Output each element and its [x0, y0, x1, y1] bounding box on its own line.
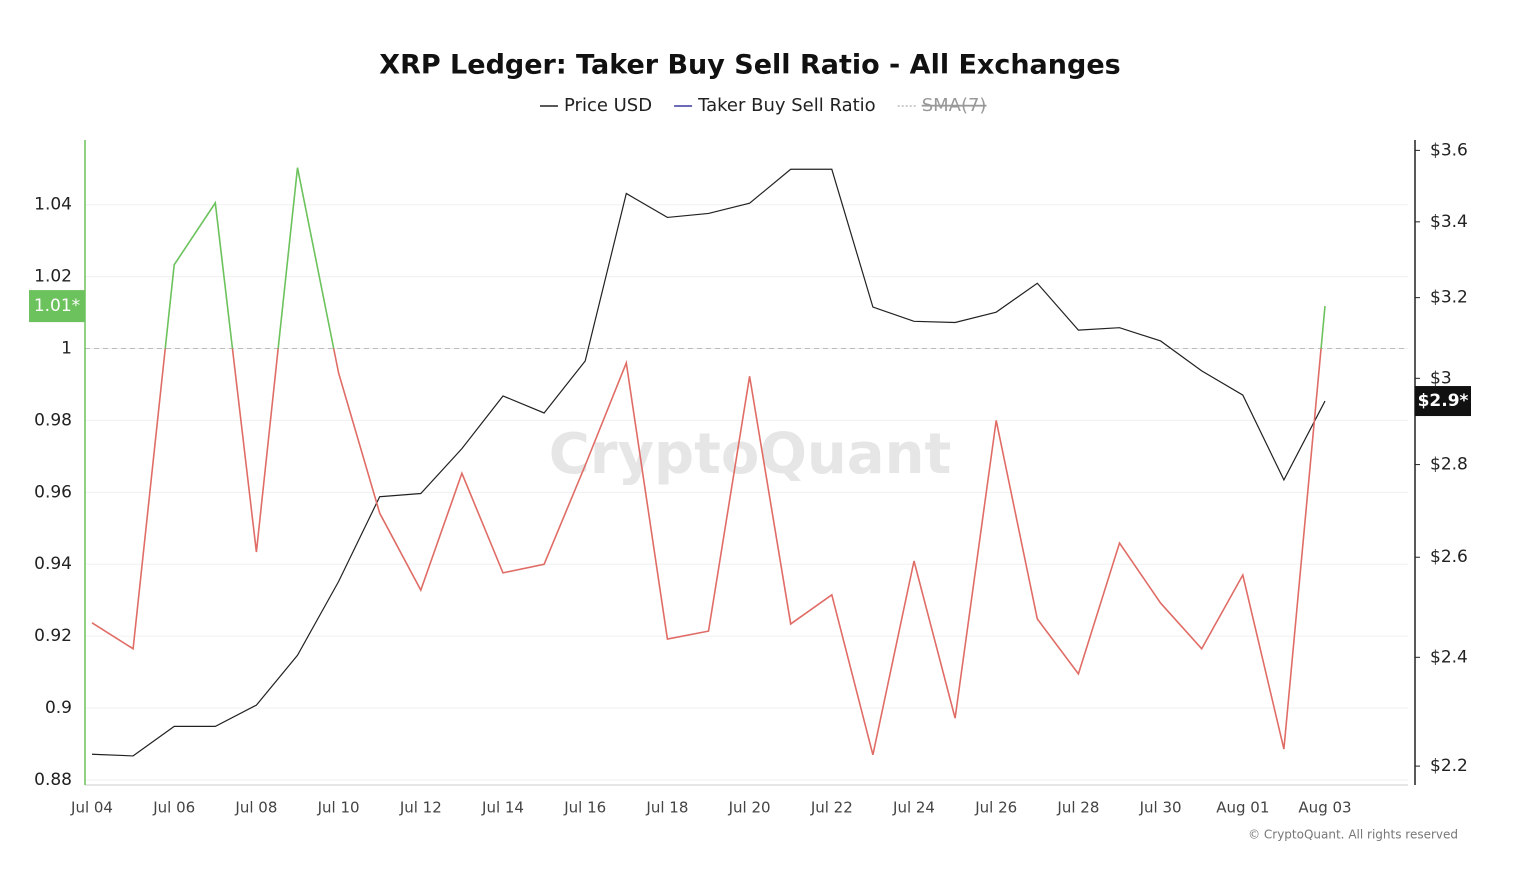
value-badge	[1415, 386, 1471, 417]
y2-tick-label: $2.2	[1430, 756, 1468, 776]
legend-label: Taker Buy Sell Ratio	[697, 95, 876, 116]
y-tick-label: 1.04	[34, 195, 72, 215]
y-tick-label: 0.88	[34, 770, 72, 790]
x-tick-label: Jul 10	[317, 799, 360, 817]
y2-tick-label: $3.2	[1430, 288, 1468, 308]
legend-item[interactable]: Taker Buy Sell Ratio	[674, 95, 876, 116]
y-tick-label: 0.96	[34, 482, 72, 502]
y2-tick-label: $3.4	[1430, 212, 1468, 232]
x-tick-label: Jul 28	[1056, 799, 1099, 817]
y-tick-label: 0.98	[34, 410, 72, 430]
footer: © CryptoQuant. All rights reserved	[1248, 828, 1458, 842]
y-tick-label: 0.92	[34, 626, 72, 646]
x-tick-label: Jul 04	[70, 799, 113, 817]
y-tick-label: 1.02	[34, 267, 72, 287]
x-tick-label: Jul 30	[1139, 799, 1182, 817]
x-tick-label: Aug 03	[1298, 799, 1351, 817]
x-tick-label: Jul 18	[645, 799, 688, 817]
x-tick-label: Jul 08	[234, 799, 277, 817]
y2-tick-label: $2.4	[1430, 647, 1468, 667]
legend-label: Price USD	[564, 95, 652, 116]
x-tick-label: Jul 22	[810, 799, 853, 817]
legend-item[interactable]: SMA(7)	[897, 95, 987, 116]
x-tick-label: Jul 20	[728, 799, 771, 817]
chart-title: XRP Ledger: Taker Buy Sell Ratio - All E…	[379, 50, 1120, 81]
x-tick-label: Jul 06	[152, 799, 195, 817]
x-tick-label: Jul 26	[974, 799, 1017, 817]
legend-item[interactable]: Price USD	[540, 95, 652, 116]
y2-tick-label: $3	[1430, 368, 1452, 388]
x-tick-label: Aug 01	[1216, 799, 1269, 817]
x-tick-label: Jul 12	[399, 799, 442, 817]
y-tick-label: 0.9	[45, 698, 72, 718]
y-tick-label: 1	[61, 339, 72, 359]
x-tick-label: Jul 24	[892, 799, 935, 817]
x-tick-label: Jul 14	[481, 799, 524, 817]
y2-tick-label: $3.6	[1430, 140, 1468, 160]
series-line	[91, 167, 1326, 755]
value-label: 1.01*	[34, 296, 80, 316]
y-tick-label: 0.94	[34, 554, 72, 574]
y2-tick-label: $2.6	[1430, 547, 1468, 567]
watermark: CryptoQuant	[549, 422, 951, 487]
y2-tick-label: $2.8	[1430, 455, 1468, 475]
series-line	[91, 168, 1326, 757]
x-tick-label: Jul 16	[563, 799, 606, 817]
value-badge	[29, 290, 85, 323]
value-label: $2.9*	[1418, 391, 1469, 411]
legend-label: SMA(7)	[922, 95, 987, 116]
